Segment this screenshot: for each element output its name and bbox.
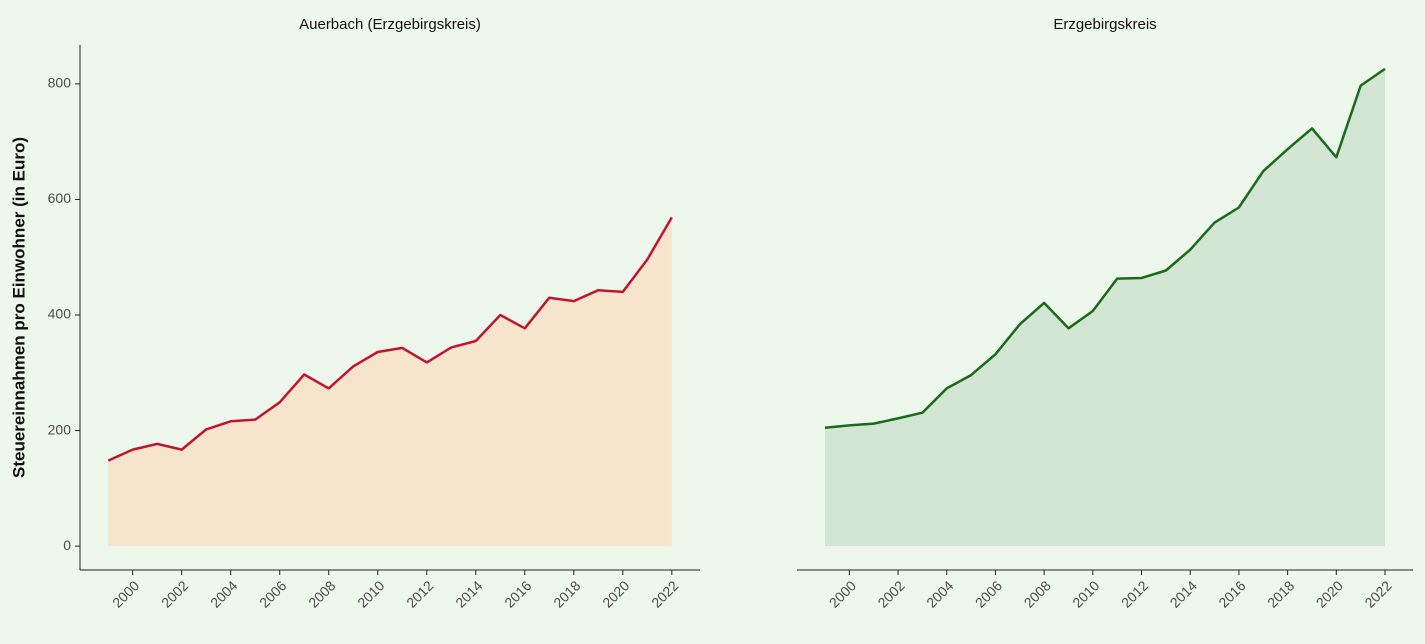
x-tick-label: 2012 <box>403 577 436 610</box>
y-tick-label: 800 <box>48 75 72 91</box>
x-tick-label: 2002 <box>874 577 907 610</box>
y-tick-label: 400 <box>48 306 72 322</box>
x-tick-label: 2006 <box>256 577 289 610</box>
x-tick-label: 2010 <box>354 577 387 610</box>
x-tick-label: 2016 <box>501 577 534 610</box>
x-tick-label: 2008 <box>1021 577 1054 610</box>
x-tick-label: 2000 <box>109 577 142 610</box>
x-tick-label: 2004 <box>207 577 240 610</box>
x-tick-label: 2020 <box>599 577 632 610</box>
x-tick-label: 2014 <box>1167 577 1200 610</box>
area <box>825 68 1385 547</box>
x-tick-label: 2004 <box>923 577 956 610</box>
x-tick-label: 2016 <box>1215 577 1248 610</box>
y-tick-label: 0 <box>63 537 71 553</box>
x-tick-label: 2006 <box>972 577 1005 610</box>
x-tick-label: 2018 <box>1264 577 1297 610</box>
panel-title: Auerbach (Erzgebirgskreis) <box>299 16 481 33</box>
line <box>107 216 673 462</box>
x-tick-label: 2000 <box>826 577 859 610</box>
panel-title: Erzgebirgskreis <box>1053 16 1156 33</box>
x-tick-label: 2020 <box>1313 577 1346 610</box>
y-tick-label: 600 <box>48 190 72 206</box>
x-tick-label: 2018 <box>550 577 583 610</box>
x-tick-label: 2022 <box>1361 577 1394 610</box>
x-tick-label: 2010 <box>1069 577 1102 610</box>
y-tick-label: 200 <box>48 421 72 437</box>
x-tick-label: 2002 <box>158 577 191 610</box>
y-axis-label: Steuereinnahmen pro Einwohner (in Euro) <box>9 137 28 478</box>
x-tick-label: 2012 <box>1118 577 1151 610</box>
area <box>108 217 672 547</box>
line <box>824 67 1386 429</box>
x-tick-label: 2008 <box>305 577 338 610</box>
x-tick-label: 2022 <box>648 577 681 610</box>
x-tick-label: 2014 <box>452 577 485 610</box>
